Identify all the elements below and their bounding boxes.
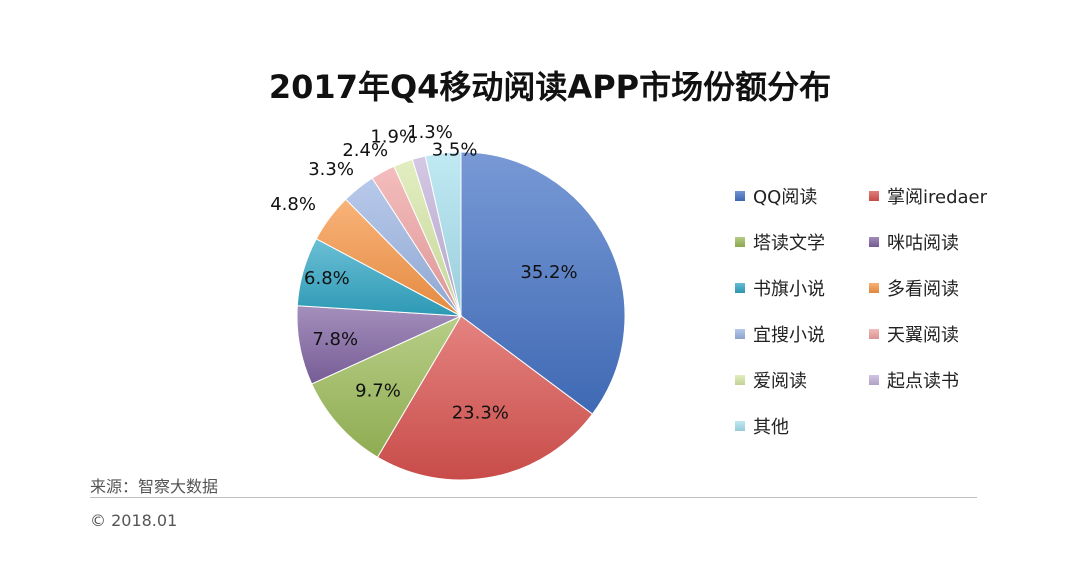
legend-label: 掌阅iredaer: [887, 187, 988, 208]
data-label-6: 3.3%: [308, 159, 354, 180]
legend-swatch: [735, 283, 745, 293]
legend-item-3: 咪咕阅读: [869, 229, 959, 255]
legend-item-8: 爱阅读: [735, 367, 807, 393]
data-label-0: 35.2%: [520, 262, 577, 283]
legend-label: 天翼阅读: [887, 325, 959, 346]
data-label-2: 9.7%: [355, 381, 401, 402]
legend-item-5: 多看阅读: [869, 275, 959, 301]
legend-label: 宜搜小说: [753, 325, 825, 346]
legend-item-0: QQ阅读: [735, 183, 817, 209]
legend-label: 起点读书: [887, 371, 959, 392]
legend-label: QQ阅读: [753, 187, 818, 208]
copyright-note: © 2018.01: [90, 511, 178, 530]
legend-label: 多看阅读: [887, 279, 959, 300]
slice-2: [311, 314, 463, 458]
legend-label: 其他: [753, 417, 789, 438]
legend-item-1: 掌阅iredaer: [869, 183, 987, 209]
legend-item-2: 塔读文学: [735, 229, 825, 255]
legend-swatch: [735, 237, 745, 247]
legend-label: 咪咕阅读: [887, 233, 959, 254]
legend-swatch: [735, 375, 745, 385]
data-label-1: 23.3%: [452, 403, 509, 424]
legend-item-10: 其他: [735, 413, 789, 439]
legend-swatch: [869, 191, 879, 201]
legend-swatch: [869, 283, 879, 293]
legend-item-7: 天翼阅读: [869, 321, 959, 347]
legend-item-4: 书旗小说: [735, 275, 825, 301]
pie-data-labels: 35.2% 23.3% 9.7% 7.8% 6.8% 4.8% 3.3%2.4%1.9%1.…: [270, 122, 577, 423]
data-label-5: 4.8%: [270, 194, 316, 215]
data-label-9: 1.3%: [407, 122, 453, 143]
legend-label: 爱阅读: [753, 371, 807, 392]
pie-slices: [296, 151, 626, 481]
slice-1: [376, 315, 594, 481]
legend-swatch: [869, 329, 879, 339]
data-label-7: 2.4%: [342, 140, 388, 161]
legend-label: 书旗小说: [753, 279, 825, 300]
legend-swatch: [735, 421, 745, 431]
legend-swatch: [735, 329, 745, 339]
legend-swatch: [869, 237, 879, 247]
legend-item-9: 起点读书: [869, 367, 959, 393]
slice-0: [460, 151, 626, 415]
data-label-8: 1.9%: [370, 127, 416, 148]
slice-10: [424, 151, 462, 317]
data-label-3: 7.8%: [312, 329, 358, 350]
legend-label: 塔读文学: [753, 233, 825, 254]
footer-divider: [90, 497, 977, 498]
data-label-4: 6.8%: [304, 268, 350, 289]
chart-title: 2017年Q4移动阅读APP市场份额分布: [268, 68, 832, 106]
legend-swatch: [869, 375, 879, 385]
source-note: 来源：智察大数据: [90, 477, 219, 496]
legend-swatch: [735, 191, 745, 201]
data-label-10: 3.5%: [432, 140, 478, 161]
legend-item-6: 宜搜小说: [735, 321, 825, 347]
